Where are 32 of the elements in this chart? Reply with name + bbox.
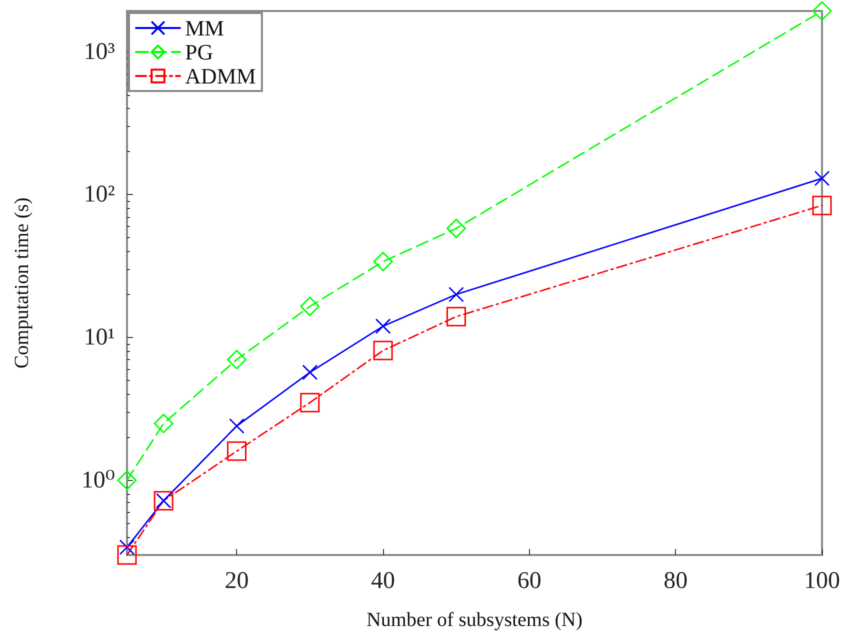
point bbox=[226, 441, 246, 461]
x-tick-label: 60 bbox=[517, 568, 542, 594]
x-tick-label: 40 bbox=[371, 568, 396, 594]
point bbox=[228, 418, 244, 434]
point bbox=[302, 364, 318, 380]
point bbox=[446, 306, 466, 326]
point bbox=[117, 545, 137, 565]
legend-label: PG bbox=[185, 40, 214, 64]
point bbox=[812, 196, 832, 216]
y-tick-label: 10³ bbox=[84, 38, 115, 65]
y-tick-label: 10¹ bbox=[84, 324, 115, 350]
x-tick-label: 80 bbox=[664, 568, 688, 594]
point bbox=[226, 350, 246, 370]
point bbox=[300, 296, 320, 316]
point bbox=[154, 414, 174, 434]
point bbox=[373, 252, 393, 272]
legend-label: MM bbox=[185, 16, 224, 40]
y-tick-label: 10² bbox=[84, 182, 115, 208]
x-tick-label: 20 bbox=[224, 568, 249, 594]
point bbox=[448, 286, 464, 302]
point bbox=[812, 1, 832, 21]
x-axis-title: Number of subsystems (N) bbox=[366, 609, 583, 631]
point bbox=[300, 392, 320, 412]
point bbox=[446, 218, 466, 238]
point bbox=[814, 170, 830, 186]
x-tick-label: 100 bbox=[804, 568, 840, 594]
point bbox=[375, 318, 391, 334]
y-axis-title: Computation time (s) bbox=[11, 197, 33, 369]
point bbox=[117, 470, 137, 490]
point bbox=[373, 340, 393, 360]
legend-label: ADMM bbox=[185, 64, 256, 88]
y-tick-label: 10⁰ bbox=[81, 467, 115, 494]
